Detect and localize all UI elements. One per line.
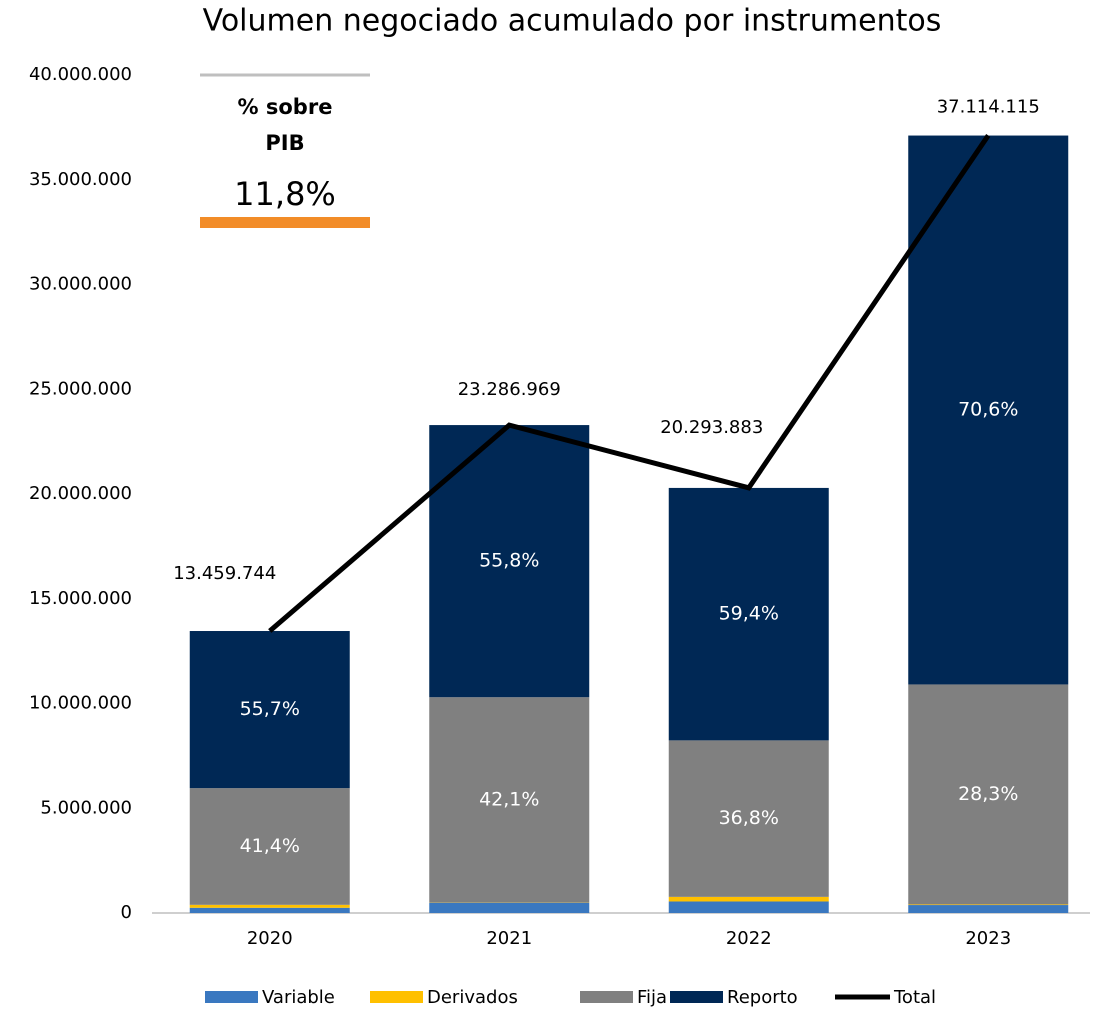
y-tick-label: 40.000.000 xyxy=(29,64,132,85)
percent-label: 28,3% xyxy=(958,783,1018,805)
pib-label: PIB xyxy=(265,131,304,155)
x-tick-label: 2021 xyxy=(486,928,532,949)
percent-label: 55,7% xyxy=(240,698,300,720)
x-tick-label: 2022 xyxy=(726,928,772,949)
legend-label: Reporto xyxy=(727,987,798,1008)
legend-swatch xyxy=(205,991,258,1003)
percent-label: 70,6% xyxy=(958,398,1018,420)
total-label: 23.286.969 xyxy=(458,379,561,400)
legend-label: Total xyxy=(893,987,936,1008)
y-tick-label: 30.000.000 xyxy=(29,274,132,295)
total-line xyxy=(270,135,989,631)
y-tick-label: 35.000.000 xyxy=(29,169,132,190)
y-tick-label: 20.000.000 xyxy=(29,483,132,504)
y-tick-label: 5.000.000 xyxy=(40,797,132,818)
y-tick-label: 25.000.000 xyxy=(29,378,132,399)
total-label: 37.114.115 xyxy=(937,96,1040,117)
legend-label: Variable xyxy=(262,987,335,1008)
legend-label: Fija xyxy=(637,987,667,1008)
bar-segment xyxy=(669,901,829,913)
percent-label: 42,1% xyxy=(479,788,539,810)
bar-segment xyxy=(190,905,350,908)
y-tick-label: 15.000.000 xyxy=(29,588,132,609)
percent-label: 59,4% xyxy=(719,603,779,625)
y-tick-label: 10.000.000 xyxy=(29,693,132,714)
bar-segment xyxy=(908,905,1068,913)
total-label: 20.293.883 xyxy=(660,417,763,438)
legend-swatch xyxy=(370,991,423,1003)
percent-label: 36,8% xyxy=(719,807,779,829)
x-tick-label: 2020 xyxy=(247,928,293,949)
x-tick-label: 2023 xyxy=(965,928,1011,949)
percent-label: 55,8% xyxy=(479,550,539,572)
legend-label: Derivados xyxy=(427,987,518,1008)
pib-value: 11,8% xyxy=(234,175,336,213)
pib-label: % sobre xyxy=(238,95,333,119)
total-label: 13.459.744 xyxy=(173,563,276,584)
chart-title: Volumen negociado acumulado por instrume… xyxy=(203,4,942,39)
bar-segment xyxy=(429,903,589,913)
pib-bar xyxy=(200,217,370,228)
y-tick-label: 0 xyxy=(121,902,132,923)
legend-swatch xyxy=(670,991,723,1003)
bar-segment xyxy=(908,904,1068,905)
bar-segment xyxy=(669,897,829,902)
bar-segment xyxy=(190,908,350,913)
percent-label: 41,4% xyxy=(240,835,300,857)
legend-swatch xyxy=(580,991,633,1003)
